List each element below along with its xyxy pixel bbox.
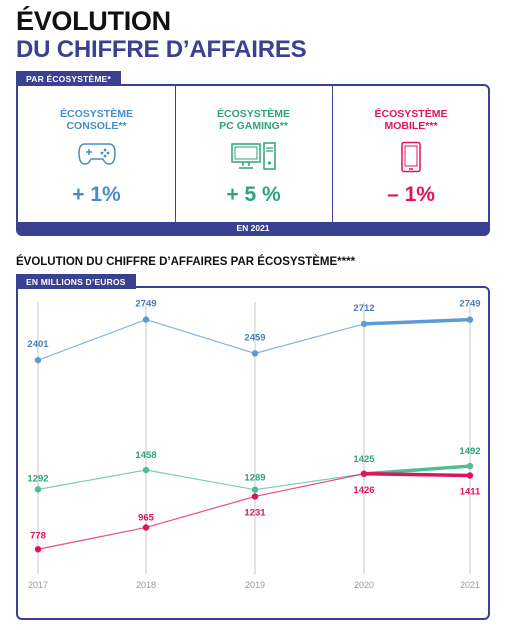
pc-gaming-label-line2: PC GAMING** xyxy=(219,120,288,132)
data-label: 2459 xyxy=(244,332,265,343)
data-label: 1425 xyxy=(353,454,375,465)
smartphone-icon xyxy=(400,141,422,178)
pc-gaming-column: ÉCOSYSTÈME PC GAMING** + 5 % xyxy=(175,86,333,224)
data-label: 1231 xyxy=(244,507,266,518)
console-label: ÉCOSYSTÈME CONSOLE** xyxy=(18,108,175,132)
series-line-segment xyxy=(363,472,471,478)
gamepad-icon xyxy=(77,141,117,172)
page-title: ÉVOLUTION xyxy=(16,6,171,36)
pc-gaming-label: ÉCOSYSTÈME PC GAMING** xyxy=(175,108,332,132)
data-point xyxy=(34,356,42,364)
unit-tag: EN MILLIONS D’EUROS xyxy=(16,274,136,289)
data-point xyxy=(142,316,150,323)
page-title-line2: DU CHIFFRE D’AFFAIRES xyxy=(16,36,307,63)
by-ecosystem-tag: PAR ÉCOSYSTÈME* xyxy=(16,71,122,86)
series-line-segment xyxy=(363,317,471,326)
mobile-column: ÉCOSYSTÈME MOBILE*** – 1% xyxy=(334,86,488,224)
series-line-segment xyxy=(254,473,365,498)
chart-panel: 2017 2018 2019 2020 2021 2401 2749 2459 2712 2749… xyxy=(16,286,490,620)
data-point xyxy=(142,524,150,531)
series-line-segment xyxy=(254,473,365,491)
console-label-line2: CONSOLE** xyxy=(66,120,127,132)
mobile-label-line2: MOBILE*** xyxy=(384,120,438,132)
series-line-segment xyxy=(145,495,256,529)
chart-subtitle: ÉVOLUTION DU CHIFFRE D’AFFAIRES PAR ÉCOS… xyxy=(16,256,356,268)
data-label: 1458 xyxy=(135,450,156,461)
data-label: 2749 xyxy=(459,299,480,310)
summary-panel: ÉCOSYSTÈME CONSOLE** + 1% ÉCOSYSTÈME PC … xyxy=(16,84,490,236)
data-label: 1292 xyxy=(27,473,48,484)
line-chart: 2017 2018 2019 2020 2021 2401 2749 2459 2712 2749… xyxy=(27,299,481,590)
x-tick-label: 2018 xyxy=(136,580,156,590)
data-point xyxy=(360,320,368,328)
x-tick-label: 2017 xyxy=(28,580,48,590)
x-tick-label: 2021 xyxy=(460,580,480,590)
series-line-segment xyxy=(37,469,147,490)
x-tick-label: 2020 xyxy=(354,580,374,590)
console-change: + 1% xyxy=(72,183,121,206)
pc-gaming-change: + 5 % xyxy=(226,183,281,206)
desktop-pc-icon xyxy=(230,141,278,176)
data-point xyxy=(34,546,42,553)
data-label: 1411 xyxy=(460,487,481,498)
data-point xyxy=(251,486,259,493)
series-line-segment xyxy=(145,469,256,491)
data-point xyxy=(466,462,474,470)
data-point xyxy=(142,466,150,474)
data-point xyxy=(251,493,259,500)
data-point xyxy=(466,472,474,479)
data-label: 2712 xyxy=(353,303,374,314)
series-line-segment xyxy=(145,319,256,354)
data-label: 1426 xyxy=(353,485,374,496)
series-line-segment xyxy=(37,526,147,550)
mobile-label-line1: ÉCOSYSTÈME xyxy=(374,108,448,120)
data-point xyxy=(466,316,474,323)
data-label: 1492 xyxy=(459,446,480,457)
mobile-label: ÉCOSYSTÈME MOBILE*** xyxy=(334,108,488,132)
data-point xyxy=(360,470,368,477)
data-point xyxy=(251,350,259,357)
mobile-change: – 1% xyxy=(387,183,435,206)
data-label: 2401 xyxy=(27,339,49,350)
year-label: EN 2021 xyxy=(18,222,488,234)
data-label: 778 xyxy=(30,530,46,541)
data-label: 965 xyxy=(138,512,155,523)
console-label-line1: ÉCOSYSTÈME xyxy=(60,108,133,120)
data-point xyxy=(34,486,42,493)
data-label: 1289 xyxy=(244,473,265,484)
series-line-segment xyxy=(37,319,147,361)
data-label: 2749 xyxy=(135,299,156,310)
console-column: ÉCOSYSTÈME CONSOLE** + 1% xyxy=(18,86,176,224)
x-tick-label: 2019 xyxy=(245,580,265,590)
pc-gaming-label-line1: ÉCOSYSTÈME xyxy=(217,108,290,120)
series-line-segment xyxy=(254,323,365,354)
